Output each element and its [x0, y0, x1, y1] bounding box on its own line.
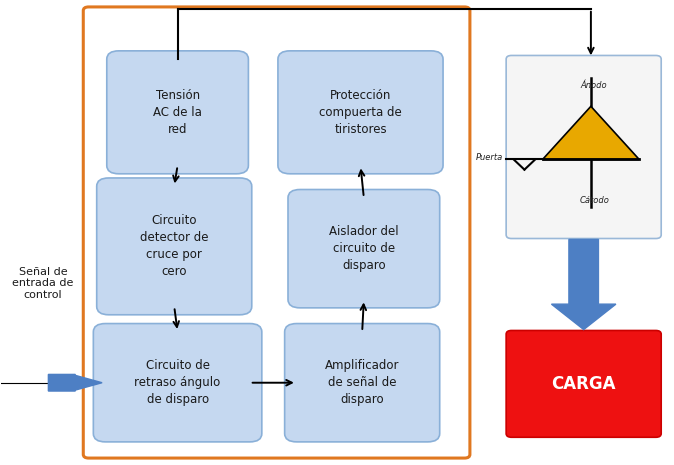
Polygon shape: [543, 106, 639, 159]
Text: CARGA: CARGA: [551, 375, 616, 393]
FancyBboxPatch shape: [106, 51, 249, 174]
Text: Cátodo: Cátodo: [580, 196, 609, 205]
Text: Circuito
detector de
cruce por
cero: Circuito detector de cruce por cero: [140, 214, 208, 279]
Text: Protección
compuerta de
tiristores: Protección compuerta de tiristores: [319, 89, 402, 136]
FancyBboxPatch shape: [93, 324, 262, 442]
Text: Tensión
AC de la
red: Tensión AC de la red: [153, 89, 202, 136]
Text: Señal de
entrada de
control: Señal de entrada de control: [12, 267, 73, 300]
FancyBboxPatch shape: [96, 178, 252, 315]
FancyBboxPatch shape: [278, 51, 443, 174]
Text: Ánodo: Ánodo: [581, 81, 607, 90]
Text: Aislador del
circuito de
disparo: Aislador del circuito de disparo: [329, 225, 398, 272]
Polygon shape: [551, 239, 616, 330]
Text: Circuito de
retraso ángulo
de disparo: Circuito de retraso ángulo de disparo: [134, 359, 220, 406]
Text: Puerta: Puerta: [476, 153, 503, 162]
FancyBboxPatch shape: [284, 324, 439, 442]
Text: Amplificador
de señal de
disparo: Amplificador de señal de disparo: [325, 359, 400, 406]
Polygon shape: [49, 374, 102, 391]
FancyBboxPatch shape: [288, 190, 439, 308]
FancyBboxPatch shape: [506, 55, 661, 239]
FancyBboxPatch shape: [506, 331, 661, 437]
